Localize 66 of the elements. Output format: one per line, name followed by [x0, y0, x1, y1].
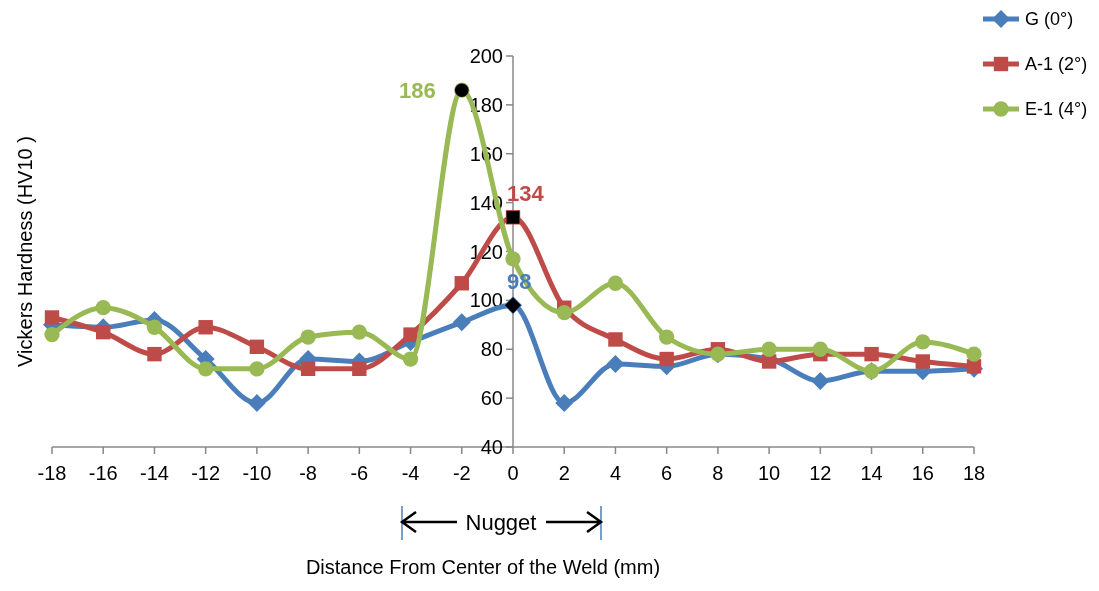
x-tick-label: -14	[139, 462, 169, 484]
point	[249, 361, 265, 377]
legend-label: G (0°)	[1025, 9, 1074, 30]
y-tick-label: 80	[480, 338, 503, 361]
y-tick-label: 200	[469, 45, 503, 67]
point	[454, 276, 469, 291]
point	[966, 346, 982, 362]
point	[659, 329, 675, 345]
point	[403, 327, 418, 342]
point	[300, 361, 316, 376]
x-tick-label: -6	[350, 462, 369, 484]
x-tick-label: 4	[609, 462, 622, 484]
x-tick-label: 14	[860, 462, 883, 484]
point	[659, 351, 674, 367]
point	[761, 341, 777, 357]
point	[915, 354, 930, 369]
x-tick-label: -2	[452, 462, 471, 484]
point	[44, 310, 60, 325]
x-tick-label: -4	[401, 462, 420, 484]
point	[864, 346, 879, 362]
point	[198, 320, 213, 335]
y-tick-label: 60	[480, 387, 503, 410]
x-tick-label: 12	[809, 462, 832, 484]
data-label: 134	[507, 181, 545, 207]
point	[607, 275, 624, 291]
x-tick-label: 8	[712, 462, 724, 484]
legend-label: A-1 (2°)	[1025, 54, 1088, 75]
point	[915, 334, 931, 350]
point	[96, 324, 111, 340]
point	[351, 324, 367, 340]
point	[402, 351, 419, 367]
data-label: 186	[399, 78, 436, 104]
point	[352, 361, 367, 376]
x-tick-label: 18	[962, 462, 986, 484]
x-tick-label: -10	[242, 462, 272, 484]
x-tick-label: 2	[558, 462, 570, 484]
x-tick-label: -12	[191, 462, 221, 484]
point	[44, 326, 60, 343]
point	[608, 332, 623, 347]
x-tick-label: -8	[299, 462, 318, 484]
point	[146, 319, 163, 335]
x-axis-title: Distance From Center of the Weld (mm)	[305, 556, 661, 578]
point	[147, 346, 162, 362]
x-tick-label: 10	[757, 462, 781, 484]
point	[247, 394, 266, 413]
point	[505, 251, 521, 267]
legend-label: E-1 (4°)	[1025, 99, 1088, 120]
x-tick-label: -16	[88, 462, 118, 484]
point	[249, 339, 265, 355]
text: Nugget	[465, 510, 537, 535]
x-tick-label: -18	[37, 462, 67, 484]
x-tick-label: 0	[507, 462, 519, 484]
y-axis-title: Vickers Hardness (HV10 )	[14, 136, 36, 367]
point	[606, 354, 625, 373]
x-tick-label: 16	[911, 462, 934, 484]
point	[452, 313, 471, 332]
point	[95, 300, 111, 316]
point	[556, 304, 572, 321]
point	[811, 372, 830, 391]
x-tick-label: 6	[661, 462, 673, 484]
point	[812, 341, 828, 357]
point	[555, 394, 574, 413]
y-tick-label: 40	[480, 436, 503, 458]
y-tick-label: 100	[469, 289, 503, 312]
point	[300, 329, 316, 345]
point	[198, 361, 214, 377]
